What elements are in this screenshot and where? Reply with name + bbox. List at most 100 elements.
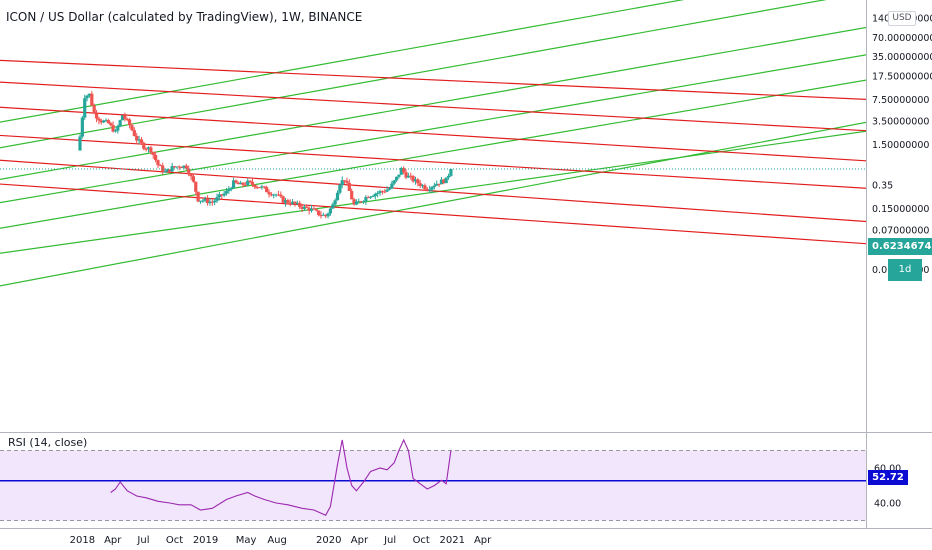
candle-body [300, 206, 304, 209]
rsi-tick-label: 40.00 [874, 499, 901, 510]
rsi-indicator-title[interactable]: RSI (14, close) [6, 436, 90, 449]
candle-body [350, 190, 354, 200]
candle-body [354, 201, 359, 205]
candle-body [359, 201, 363, 203]
candle-body [314, 209, 318, 211]
candle-body [80, 117, 84, 137]
candle-body [418, 183, 422, 186]
time-tick-label: May [236, 535, 257, 546]
currency-badge[interactable]: USD [888, 11, 916, 26]
candle-body [222, 193, 226, 196]
candle-body [404, 172, 408, 178]
candle-body [196, 191, 200, 202]
candle-body [229, 188, 233, 190]
candle-body [361, 201, 366, 203]
green-trendline-1 [0, 26, 866, 180]
candle-body [142, 142, 146, 149]
time-tick-label: 2020 [316, 535, 341, 546]
candle-body [435, 183, 439, 186]
candle-body [326, 213, 330, 217]
candle-body [309, 208, 314, 211]
candle-body [213, 200, 217, 203]
candle-body [387, 188, 392, 190]
candle-body [253, 184, 257, 188]
candle-body [307, 207, 311, 211]
candle-body [302, 206, 307, 209]
candle-body [352, 199, 356, 205]
candle-body [90, 93, 94, 106]
candle-body [243, 184, 247, 186]
candle-body [220, 194, 224, 196]
candle-body [151, 152, 155, 156]
candle-body [402, 168, 406, 173]
candle-body [390, 183, 394, 189]
price-tick-label: 0.07000000 [872, 225, 929, 236]
candle-body [442, 179, 446, 184]
candle-body [279, 194, 283, 197]
candle-body [210, 201, 214, 203]
candle-body [444, 177, 448, 184]
candle-body [437, 183, 441, 185]
candle-body [170, 166, 174, 172]
candle-body [104, 120, 108, 122]
candle-body [231, 180, 236, 189]
candle-body [378, 191, 382, 193]
candle-body [257, 187, 262, 189]
candle-body [416, 179, 420, 184]
candle-body [102, 120, 106, 123]
candle-body [116, 126, 120, 131]
candle-body [205, 198, 210, 204]
candle-body [345, 181, 349, 183]
candle-body [317, 210, 321, 216]
candle-body [428, 189, 432, 191]
time-tick-label: 2021 [440, 535, 465, 546]
candle-body [262, 186, 266, 188]
time-tick-label: Apr [104, 535, 122, 546]
candle-body [373, 193, 377, 197]
time-tick-label: Apr [474, 535, 492, 546]
candle-body [432, 185, 436, 187]
candle-body [156, 160, 160, 166]
candle-body [380, 191, 384, 193]
candle-body [158, 165, 162, 167]
candle-body [120, 115, 125, 121]
candle-body [423, 185, 427, 190]
candle-body [132, 130, 136, 136]
candle-body [168, 169, 172, 172]
candle-body [260, 186, 264, 188]
candle-body [383, 191, 387, 193]
time-tick-label: Apr [351, 535, 369, 546]
time-tick-label: Jul [383, 535, 396, 546]
candle-body [165, 169, 170, 172]
candle-body [175, 166, 179, 168]
candle-body [376, 192, 380, 194]
candle-body [128, 119, 132, 126]
price-tick-label: 35.00000000 [872, 52, 932, 63]
candle-body [333, 200, 337, 205]
candle-body [85, 95, 89, 99]
candle-body [319, 215, 323, 217]
time-tick-label: Jul [136, 535, 149, 546]
time-tick-label: Oct [166, 535, 183, 546]
main-plot[interactable] [0, 0, 871, 287]
price-tick-label: 0.35 [872, 181, 893, 192]
candle-body [106, 120, 110, 124]
candle-body [399, 168, 403, 175]
candle-body [446, 175, 451, 178]
candle-body [439, 179, 444, 185]
candle-body [269, 194, 273, 196]
candle-body [288, 202, 292, 204]
red-trendline-5 [0, 159, 866, 223]
rsi-pane[interactable] [0, 438, 866, 521]
candle-body [406, 175, 410, 178]
candle-body [267, 192, 271, 195]
candle-body [135, 135, 139, 141]
time-tick-label: Oct [413, 535, 430, 546]
price-tick-label: 3.50000000 [872, 116, 929, 127]
candle-body [154, 155, 158, 161]
rsi-value-tag: 52.72 [868, 470, 908, 485]
candle-body [347, 182, 351, 191]
candle-body [139, 139, 144, 143]
candle-body [189, 174, 193, 177]
